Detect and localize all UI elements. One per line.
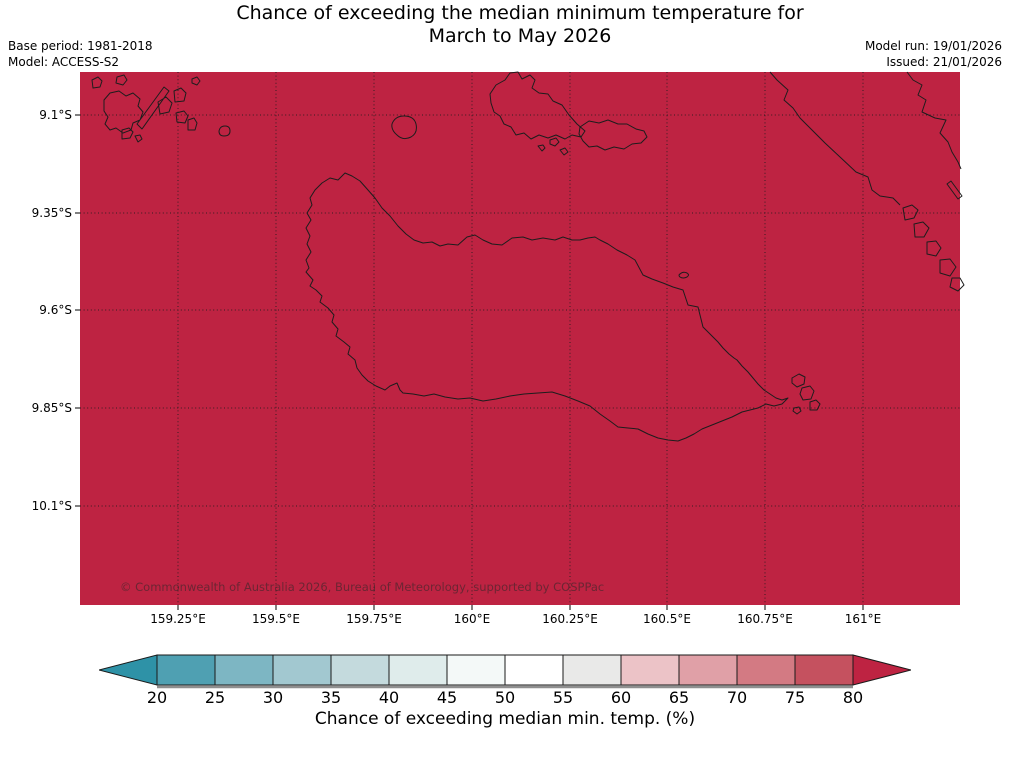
florida-islands-coastline: [489, 71, 648, 156]
colorbar-tick-label: 45: [436, 688, 458, 707]
colorbar-tick-label: 30: [262, 688, 284, 707]
colorbar-under-arrow: [99, 654, 158, 686]
colorbar-tick-label: 20: [146, 688, 168, 707]
lon-tick-label: 159.25°E: [150, 612, 206, 626]
map-plot: © Commonwealth of Australia 2026, Bureau…: [75, 71, 965, 610]
meta-left: Base period: 1981-2018 Model: ACCESS-S2: [8, 39, 153, 70]
colorbar-tick-label: 40: [378, 688, 400, 707]
gridlines: [80, 72, 960, 605]
colorbar-tick-label: 70: [726, 688, 748, 707]
figure-title-line1: Chance of exceeding the median minimum t…: [236, 2, 804, 24]
lon-tick-label: 160.75°E: [737, 612, 793, 626]
colorbar: [99, 654, 911, 689]
model-run-label: Model run: 19/01/2026: [864, 39, 1002, 53]
coastlines: [91, 71, 965, 442]
malaita-islet-chain-coastline: [902, 204, 965, 292]
russell-islands-coastline: [91, 74, 231, 143]
colorbar-tick-label: 25: [204, 688, 226, 707]
colorbar-tick-label: 55: [552, 688, 574, 707]
model-label: Model: ACCESS-S2: [8, 54, 120, 69]
colorbar-label: Chance of exceeding median min. temp. (%…: [314, 709, 696, 729]
colorbar-segments: [156, 654, 854, 686]
marau-islets-coastline: [678, 271, 821, 415]
colorbar-tick-label: 75: [784, 688, 806, 707]
lat-tick-label: 9.35°S: [31, 206, 72, 220]
base-period-label: Base period: 1981-2018: [8, 39, 153, 53]
copyright-text: © Commonwealth of Australia 2026, Bureau…: [120, 580, 605, 594]
colorbar-tick-label: 65: [668, 688, 690, 707]
issued-label: Issued: 21/01/2026: [886, 54, 1002, 69]
colorbar-tick-label: 35: [320, 688, 342, 707]
colorbar-tick-label: 60: [610, 688, 632, 707]
lon-tick-label: 161°E: [844, 612, 882, 626]
lon-tick-label: 160.25°E: [542, 612, 598, 626]
savo-island-coastline: [391, 115, 417, 140]
guadalcanal-coastline: [305, 172, 789, 442]
malaita-west-coastline: [769, 71, 901, 206]
lat-tick-label: 9.85°S: [31, 401, 72, 415]
axis-ticks: [75, 114, 864, 610]
colorbar-over-arrow: [852, 654, 911, 686]
lat-tick-label: 9.1°S: [39, 108, 72, 122]
lon-tick-label: 159.75°E: [346, 612, 402, 626]
lat-tick-label: 9.6°S: [39, 303, 72, 317]
figure-title-line2: March to May 2026: [428, 25, 612, 47]
lon-tick-label: 160°E: [453, 612, 491, 626]
lat-tick-label: 10.1°S: [31, 499, 72, 513]
colorbar-tick-label: 50: [494, 688, 516, 707]
colorbar-tick-label: 80: [842, 688, 864, 707]
map-canvas: [75, 71, 965, 610]
lon-tick-label: 160.5°E: [643, 612, 691, 626]
malaita-east-coastline: [906, 71, 963, 200]
lon-tick-label: 159.5°E: [252, 612, 300, 626]
meta-right: Model run: 19/01/2026 Issued: 21/01/2026: [865, 39, 1002, 70]
